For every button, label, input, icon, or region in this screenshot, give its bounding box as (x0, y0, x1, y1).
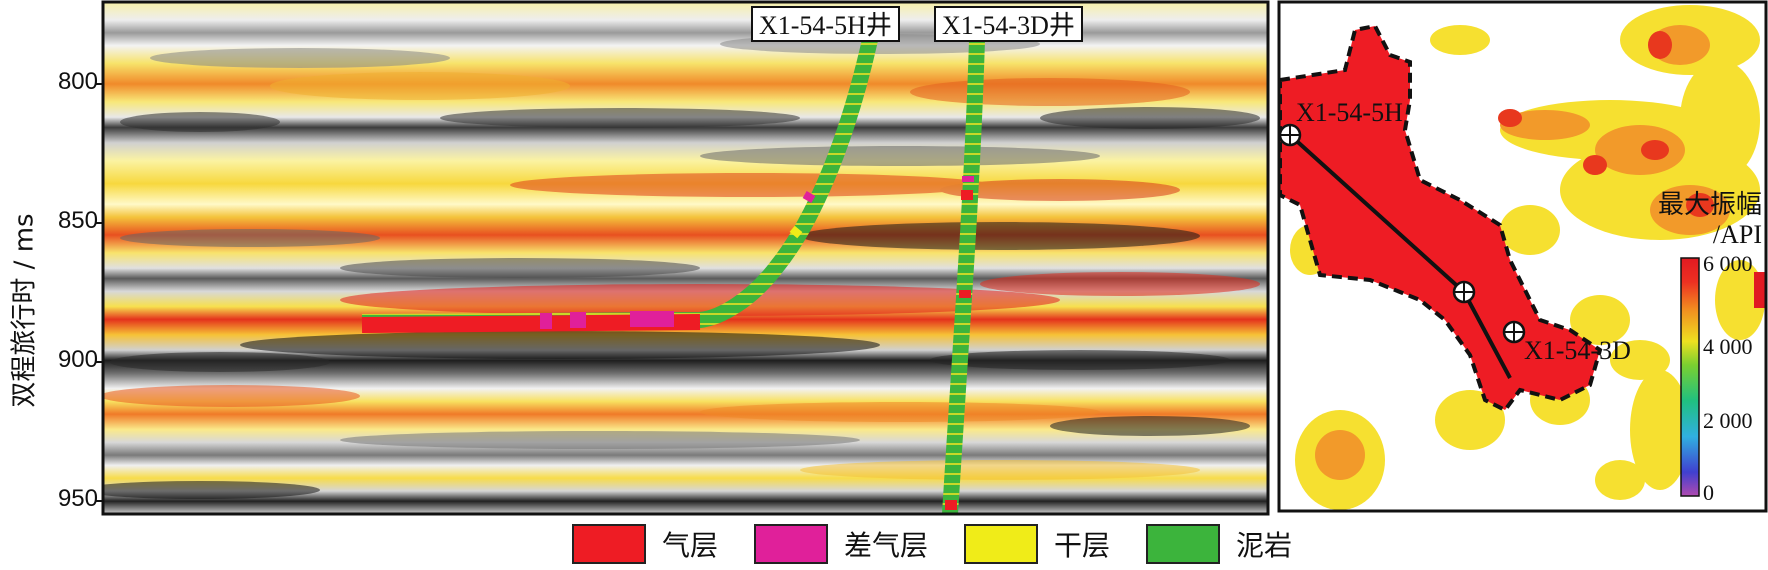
y-tick-800: 800 (57, 68, 98, 95)
legend-label-gas: 气层 (662, 529, 719, 562)
y-axis-ticks (96, 83, 103, 502)
legend-label-dry: 干层 (1054, 529, 1111, 562)
well-label-x1-54-5h: X1-54-5H井 (751, 6, 900, 42)
seismic-frame (101, 0, 1270, 516)
colorbar-tick-0: 0 (1703, 480, 1714, 505)
well-track-x1-54-3d (942, 39, 985, 514)
well-symbol-heel (1452, 280, 1476, 304)
colorbar-tick-2000: 2 000 (1703, 408, 1753, 433)
well-symbol-x1-54-3d (1502, 320, 1526, 344)
well-symbol-x1-54-5h (1279, 123, 1302, 147)
y-tick-950: 950 (57, 485, 98, 512)
legend-swatch-dry (964, 524, 1039, 564)
legend-item-gas: 气层 (572, 524, 718, 564)
legend-item-poor-gas: 差气层 (754, 524, 928, 564)
colorbar-tick-4000: 4 000 (1703, 334, 1753, 359)
y-tick-900: 900 (57, 346, 98, 373)
legend-label-poor-gas: 差气层 (844, 529, 929, 562)
colorbar (1680, 257, 1700, 497)
legend-label-mudstone: 泥岩 (1236, 529, 1293, 562)
colorbar-tick-6000: 6 000 (1703, 251, 1753, 276)
y-tick-850: 850 (57, 207, 98, 234)
amplitude-map-panel (1277, 0, 1768, 513)
seismic-section-panel (96, 0, 1270, 516)
legend-item-dry: 干层 (964, 524, 1110, 564)
well-label-x1-54-3d: X1-54-3D井 (934, 6, 1083, 42)
gas-anomaly-outline (1279, 23, 1603, 413)
map-label-x1-54-3d: X1-54-3D (1524, 336, 1631, 365)
map-frame (1277, 0, 1768, 513)
map-label-x1-54-5h: X1-54-5H (1296, 98, 1403, 127)
legend-item-mudstone: 泥岩 (1146, 524, 1292, 564)
y-axis-label: 双程旅行时 / ms (9, 212, 40, 408)
legend-swatch-mudstone (1146, 524, 1221, 564)
lithology-legend: 气层 差气层 干层 泥岩 (572, 522, 1328, 566)
well-track-x1-54-5h (361, 38, 878, 333)
amplitude-patches (1279, 5, 1766, 510)
colorbar-title: 最大振幅 /API (1657, 190, 1762, 249)
legend-swatch-gas (572, 524, 646, 564)
legend-swatch-poor-gas (754, 524, 829, 564)
